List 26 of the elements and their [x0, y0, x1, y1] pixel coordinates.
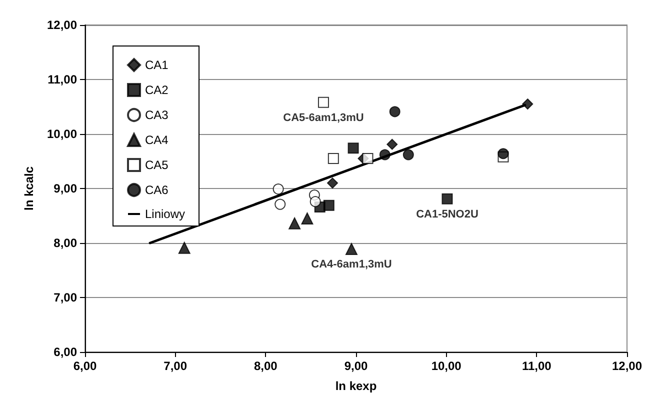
legend-label: CA5	[145, 158, 169, 172]
x-tick-label: 9,00	[344, 359, 368, 373]
x-tick-label: 7,00	[164, 359, 188, 373]
x-tick-label: 8,00	[254, 359, 278, 373]
legend-label: CA2	[145, 83, 169, 97]
legend-label: Liniowy	[145, 207, 186, 221]
x-tick-label: 11,00	[522, 359, 552, 373]
legend-label: CA6	[145, 183, 169, 197]
y-tick-label: 6,00	[54, 345, 78, 359]
annotation: CA5-6am1,3mU	[283, 112, 364, 124]
annotation: CA4-6am1,3mU	[311, 258, 392, 270]
y-tick-label: 12,00	[46, 18, 78, 32]
legend-label: CA1	[145, 58, 169, 72]
x-tick-label: 10,00	[431, 359, 462, 373]
legend-label: CA4	[145, 133, 169, 147]
x-axis-title: ln kexp	[335, 379, 377, 393]
x-tick-label: 12,00	[612, 359, 642, 373]
legend-label: CA3	[145, 108, 169, 122]
y-tick-label: 11,00	[48, 72, 78, 86]
y-axis-title: ln kcalc	[22, 166, 36, 211]
y-tick-label: 8,00	[54, 236, 78, 250]
y-tick-label: 9,00	[54, 182, 78, 196]
x-tick-label: 6,00	[73, 359, 97, 373]
y-tick-label: 10,00	[46, 127, 78, 141]
annotation: CA1-5NO2U	[416, 208, 478, 220]
y-tick-label: 7,00	[54, 290, 78, 304]
